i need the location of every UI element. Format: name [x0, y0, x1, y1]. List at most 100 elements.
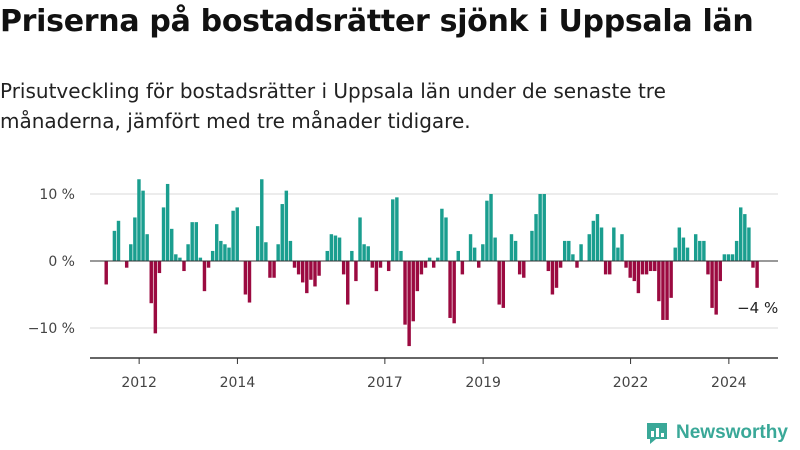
bar: [366, 246, 370, 261]
bar: [714, 261, 718, 315]
x-tick-label: 2014: [220, 375, 256, 391]
bar: [386, 261, 391, 272]
bar: [653, 261, 657, 272]
bar: [722, 254, 727, 261]
bar: [374, 261, 379, 292]
y-tick-label: 0 %: [48, 254, 75, 270]
bar: [223, 244, 227, 261]
bar: [616, 247, 620, 261]
bar: [182, 261, 186, 272]
bar: [612, 227, 616, 261]
bar: [452, 261, 456, 324]
bar: [149, 261, 153, 304]
bar: [288, 240, 293, 261]
bar: [562, 240, 567, 261]
bar: [174, 254, 178, 261]
bar: [706, 261, 710, 275]
bar: [329, 234, 334, 261]
bar: [456, 250, 460, 261]
gridlines: [90, 193, 778, 329]
bar: [358, 217, 362, 261]
bar: [522, 261, 526, 278]
bar: [186, 244, 190, 261]
x-tick-label: 2017: [367, 375, 403, 391]
bar: [718, 261, 722, 282]
newsworthy-logo-icon: [647, 423, 667, 444]
bar: [325, 250, 329, 261]
bar: [493, 237, 497, 261]
bar: [104, 261, 108, 285]
x-tick-label: 2024: [711, 375, 747, 391]
bar: [755, 261, 759, 288]
bar: [350, 250, 354, 261]
bar: [157, 261, 162, 274]
bar: [534, 214, 538, 261]
bar: [378, 261, 383, 268]
bar: [333, 235, 338, 261]
bar: [693, 234, 698, 261]
x-tick-label: 2012: [121, 375, 157, 391]
bar: [215, 224, 219, 261]
bar: [309, 261, 313, 280]
bar: [202, 261, 207, 292]
bar: [276, 244, 280, 261]
bar: [431, 261, 436, 268]
bar: [235, 207, 239, 261]
bar: [178, 257, 182, 261]
bar: [685, 247, 690, 261]
bar: [198, 257, 203, 261]
bar: [665, 261, 669, 320]
bar: [677, 227, 682, 261]
bar: [628, 261, 632, 278]
bar: [444, 217, 448, 261]
bar: [726, 254, 731, 261]
bar: [284, 190, 289, 261]
bars: [104, 179, 759, 347]
bar: [407, 261, 411, 347]
bar: [620, 234, 624, 261]
bar: [468, 234, 473, 261]
bar: [632, 261, 637, 282]
bar: [517, 261, 522, 275]
bar: [362, 244, 366, 261]
bar: [411, 261, 415, 322]
bar: [734, 240, 739, 261]
bar: [243, 261, 248, 295]
bar: [210, 250, 215, 261]
bar: [165, 183, 170, 261]
bar: [595, 214, 600, 261]
bar: [415, 261, 420, 292]
bar: [317, 261, 321, 276]
bar: [743, 214, 747, 261]
bar: [698, 240, 702, 261]
bar: [280, 204, 284, 261]
bar: [427, 257, 432, 261]
bar: [575, 261, 579, 268]
bar: [448, 261, 452, 318]
bar: [346, 261, 350, 305]
bar: [272, 261, 276, 278]
bar: [423, 261, 428, 268]
bar: [296, 261, 301, 275]
bar: [477, 261, 481, 268]
bar: [640, 261, 645, 275]
bar: [255, 226, 260, 261]
bar: [509, 234, 514, 261]
bar: [530, 230, 534, 261]
bar: [247, 261, 252, 303]
bar: [137, 179, 141, 261]
bar: [300, 261, 305, 283]
bar: [337, 237, 342, 261]
bar: [399, 250, 403, 261]
bar: [730, 254, 735, 261]
bar: [567, 240, 571, 261]
chart-title: Priserna på bostadsrätter sjönk i Uppsal…: [0, 4, 754, 39]
bar: [190, 222, 194, 261]
bar: [129, 244, 133, 261]
bar: [112, 230, 117, 261]
last-value-annotation: −4 %: [737, 299, 778, 317]
bar: [608, 261, 612, 275]
bar: [341, 261, 346, 275]
bar: [264, 242, 268, 261]
bar: [219, 240, 223, 261]
